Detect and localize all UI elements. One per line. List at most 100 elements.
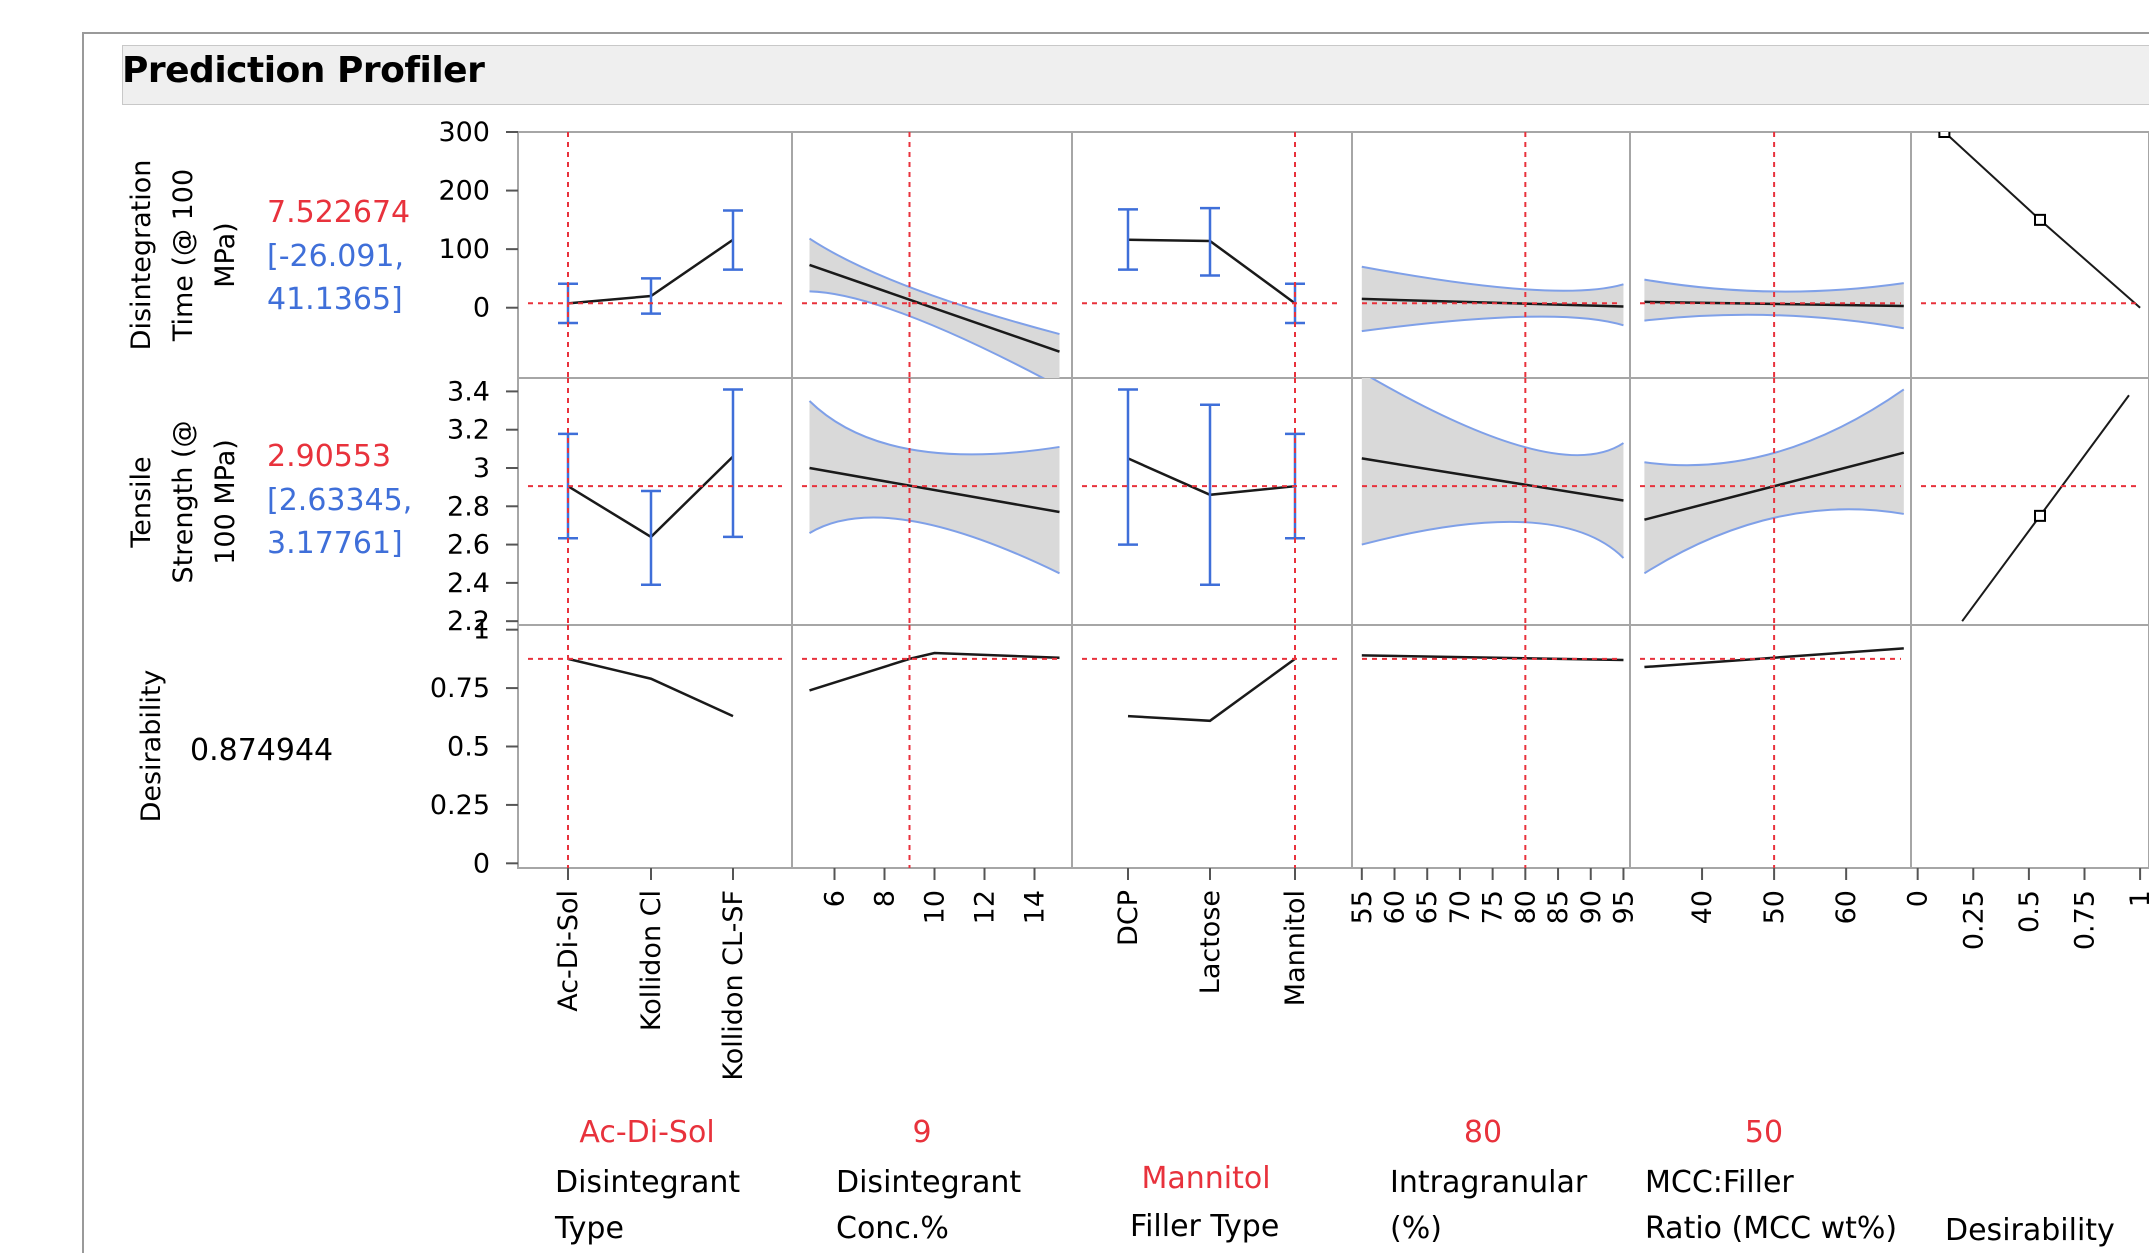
response-name-label: 100 MPa) xyxy=(210,439,241,565)
panel-2-3[interactable] xyxy=(1361,625,1624,868)
panel-1-4[interactable] xyxy=(1643,378,1905,625)
panel-2-2[interactable] xyxy=(1127,625,1296,868)
y-tick-label: 3.2 xyxy=(447,415,490,446)
x-tick-label: 8 xyxy=(870,890,901,907)
cell-frame-0-0 xyxy=(517,131,793,379)
y-tick-label: 1 xyxy=(473,615,490,646)
cell-frame-2-4 xyxy=(1629,624,1912,869)
panel-1-0[interactable] xyxy=(558,378,743,625)
panel-1-1[interactable] xyxy=(808,378,1060,625)
factor-name-label: Type xyxy=(554,1211,624,1246)
cell-frame-0-4 xyxy=(1629,131,1912,379)
window-left-border xyxy=(82,32,84,1253)
x-tick-label: Mannitol xyxy=(1280,890,1311,1006)
cell-frame-2-5 xyxy=(1910,624,2149,869)
panel-0-5[interactable] xyxy=(1938,127,2141,309)
window-top-border xyxy=(82,32,2149,34)
prediction-trace xyxy=(1127,657,1296,723)
response-name-label: Strength (@ xyxy=(168,421,199,584)
panel-2-0[interactable] xyxy=(567,625,734,868)
y-tick-label: 2.2 xyxy=(447,606,490,637)
x-tick-label: 10 xyxy=(920,890,951,924)
response-ci: [-26.091, xyxy=(267,239,404,274)
panel-2-4[interactable] xyxy=(1644,625,1904,868)
x-tick-label: Kollidon CL-SF xyxy=(718,890,749,1081)
prediction-trace xyxy=(1361,457,1624,502)
panel-1-5[interactable] xyxy=(1961,394,2130,622)
response-ci: 3.17761] xyxy=(267,526,403,561)
prediction-trace xyxy=(809,651,1060,692)
factor-name-label: Disintegrant xyxy=(555,1165,740,1200)
prediction-trace xyxy=(809,466,1060,514)
cell-frame-0-3 xyxy=(1351,131,1631,379)
y-tick-label: 0.25 xyxy=(430,790,490,821)
x-tick-label: 0.5 xyxy=(2014,890,2045,933)
response-name-label: Tensile xyxy=(126,456,157,548)
factor-name-label: Filler Type xyxy=(1130,1209,1279,1244)
factor-current-value: Ac-Di-Sol xyxy=(579,1115,714,1150)
y-tick-label: 3 xyxy=(473,453,490,484)
cell-frame-2-3 xyxy=(1351,624,1631,869)
x-tick-label: 50 xyxy=(1759,890,1790,924)
panel-2-1[interactable] xyxy=(809,625,1060,868)
panel-0-4[interactable] xyxy=(1644,132,1904,378)
panel-0-3[interactable] xyxy=(1361,132,1624,378)
y-tick-label: 2.8 xyxy=(447,491,490,522)
response-value: 2.90553 xyxy=(267,439,391,474)
confidence-band xyxy=(1361,266,1624,332)
factor-current-value: 50 xyxy=(1745,1115,1783,1150)
x-tick-label: 1 xyxy=(2125,890,2149,907)
response-name-label: Time (@ 100 xyxy=(168,169,199,342)
factor-name-label: (%) xyxy=(1390,1211,1442,1246)
x-tick-label: 6 xyxy=(820,890,851,907)
prediction-trace xyxy=(567,657,734,718)
confidence-lower xyxy=(1643,508,1904,575)
confidence-band xyxy=(1361,378,1624,558)
cell-frame-1-2 xyxy=(1071,377,1353,626)
factor-name-label: Ratio (MCC wt%) xyxy=(1645,1211,1897,1246)
desirability-function xyxy=(1961,394,2130,622)
panel-0-0[interactable] xyxy=(558,132,743,378)
desirability-handle xyxy=(2034,509,2047,522)
response-name-label: Disintegration xyxy=(126,160,157,351)
confidence-upper xyxy=(808,237,1060,336)
confidence-band xyxy=(809,400,1060,574)
response-value: 7.522674 xyxy=(267,195,410,230)
factor-current-value: 80 xyxy=(1464,1115,1502,1150)
factor-name-label: MCC:Filler xyxy=(1645,1165,1794,1200)
panel-0-2[interactable] xyxy=(1118,132,1305,378)
cell-frame-0-5 xyxy=(1910,131,2149,379)
x-tick-label: 65 xyxy=(1412,890,1443,924)
response-ci: 41.1365] xyxy=(267,282,403,317)
panel-1-2[interactable] xyxy=(1118,378,1305,625)
cell-frame-2-0 xyxy=(517,624,793,869)
factor-current-value: 9 xyxy=(912,1115,931,1150)
panel-1-3[interactable] xyxy=(1361,372,1625,625)
y-tick-label: 0 xyxy=(473,848,490,879)
confidence-upper xyxy=(1369,378,1625,457)
cell-frame-2-1 xyxy=(791,624,1073,869)
response-name-label: Desirability xyxy=(136,670,167,823)
x-tick-label: 55 xyxy=(1347,890,1378,924)
factor-current-value: Mannitol xyxy=(1141,1161,1270,1196)
x-tick-label: 0.75 xyxy=(2069,890,2100,950)
x-tick-label: 80 xyxy=(1510,890,1541,924)
response-name-label: MPa) xyxy=(210,222,241,287)
x-tick-label: 70 xyxy=(1445,890,1476,924)
panel-0-1[interactable] xyxy=(808,132,1060,387)
y-tick-label: 2.4 xyxy=(447,568,490,599)
cell-frame-0-2 xyxy=(1071,131,1353,379)
desirability-handle xyxy=(1938,132,1951,138)
y-tick-label: 100 xyxy=(438,234,490,265)
factor-name-label: Intragranular xyxy=(1390,1165,1588,1200)
x-tick-label: Lactose xyxy=(1195,890,1226,994)
factor-name-label: Desirability xyxy=(1945,1213,2115,1248)
cell-frame-2-2 xyxy=(1071,624,1353,869)
x-tick-label: 14 xyxy=(1020,890,1051,924)
x-tick-label: 0.25 xyxy=(1958,890,1989,950)
profiler-title: Prediction Profiler xyxy=(122,50,485,91)
x-tick-label: 0 xyxy=(1903,890,1934,907)
confidence-upper xyxy=(1644,278,1904,293)
profiler-header-bar[interactable] xyxy=(122,45,2149,105)
